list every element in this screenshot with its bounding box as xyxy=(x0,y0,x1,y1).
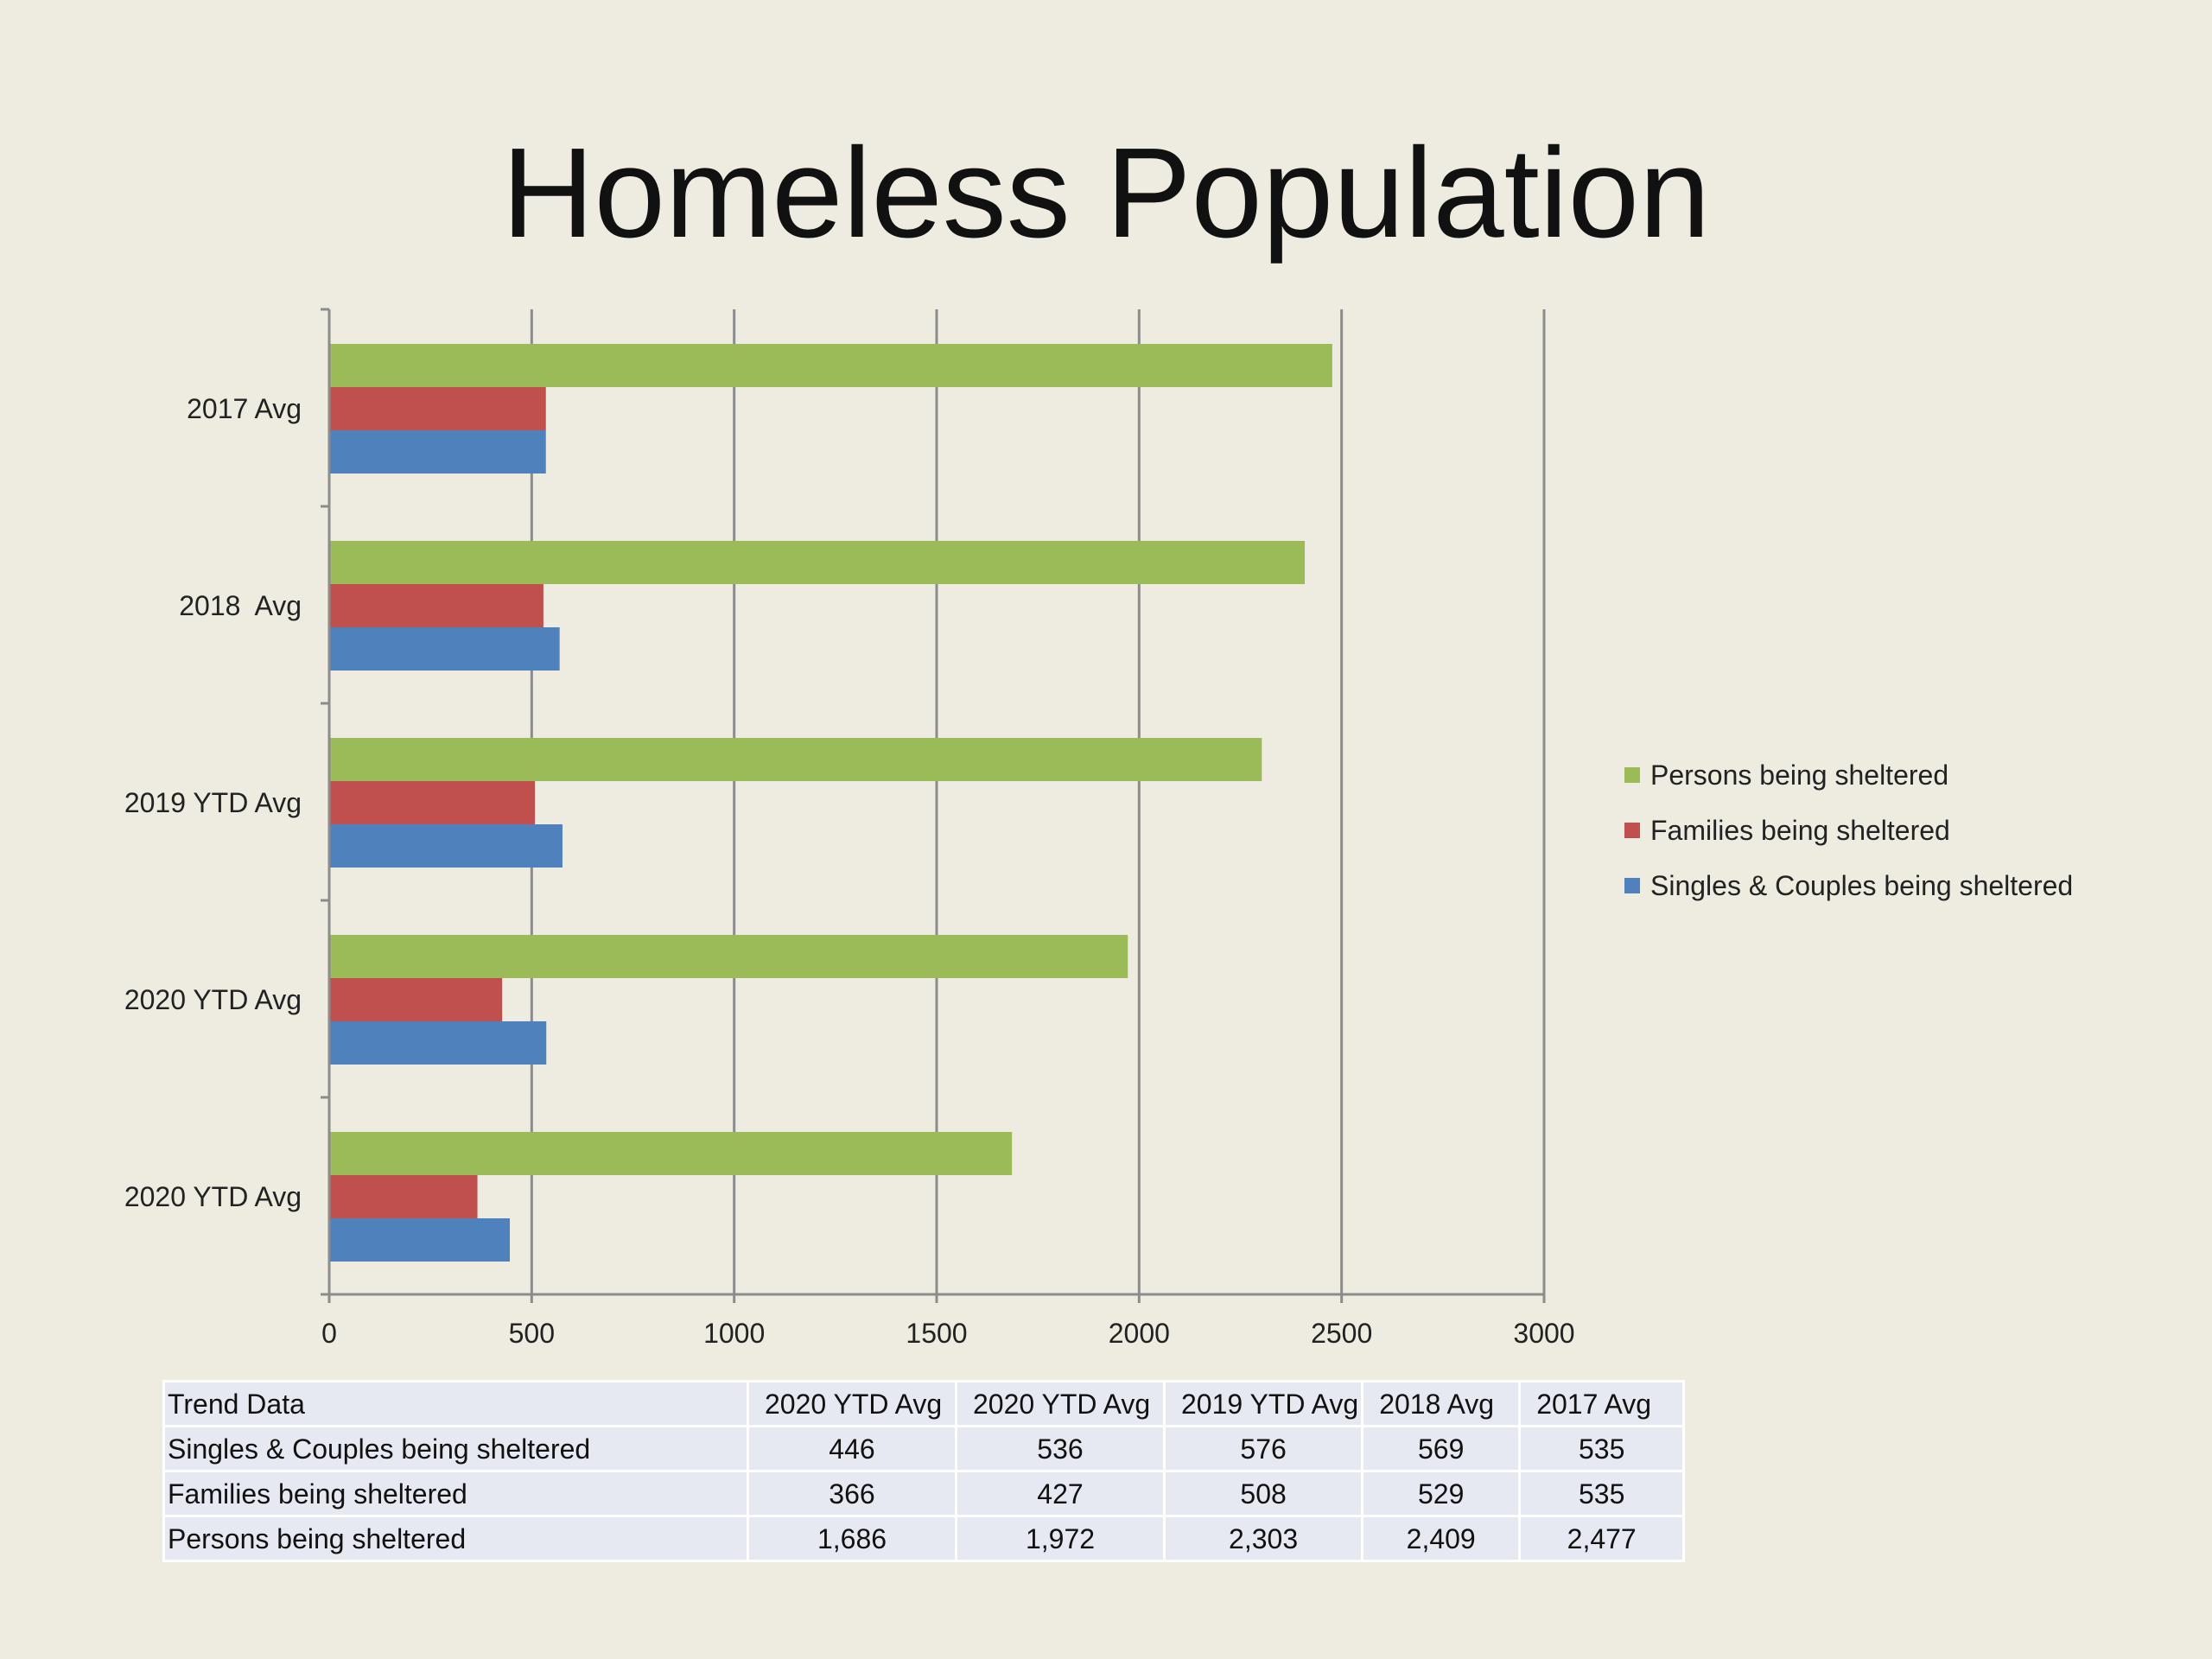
x-tick-label: 2500 xyxy=(1311,1318,1372,1349)
category-label: 2019 YTD Avg xyxy=(124,787,302,818)
x-tick-label: 0 xyxy=(321,1318,337,1349)
slide-title: Homeless Population xyxy=(501,122,1711,264)
x-tick-label: 3000 xyxy=(1513,1318,1574,1349)
table-header-cell: Trend Data xyxy=(162,1380,749,1427)
bar xyxy=(329,584,543,627)
table-row: Families being sheltered 366 427 508 529… xyxy=(162,1470,1686,1517)
table-cell: 427 xyxy=(955,1470,1166,1517)
table-row: Persons being sheltered 1,686 1,972 2,30… xyxy=(162,1515,1686,1562)
bar xyxy=(329,781,536,824)
table-cell: 2,477 xyxy=(1518,1515,1686,1562)
table-cell: 446 xyxy=(747,1425,957,1472)
table-header-cell: 2020 YTD Avg xyxy=(955,1380,1166,1427)
table-cell: 2,303 xyxy=(1162,1515,1364,1562)
legend-item-persons: Persons being sheltered xyxy=(1624,747,2073,803)
table-header-cell: 2018 Avg xyxy=(1361,1380,1522,1427)
table-cell: 1,686 xyxy=(747,1515,957,1562)
table-cell: Singles & Couples being sheltered xyxy=(162,1425,749,1472)
bar xyxy=(329,541,1306,584)
trend-data-table: Trend Data 2020 YTD Avg 2020 YTD Avg 201… xyxy=(162,1380,1686,1562)
bar xyxy=(329,627,560,671)
bar xyxy=(329,1021,547,1065)
table-cell: 535 xyxy=(1518,1470,1686,1517)
legend-label-singles: Singles & Couples being sheltered xyxy=(1650,869,2074,901)
category-label: 2018 Avg xyxy=(179,590,302,621)
table-cell: 576 xyxy=(1162,1425,1364,1472)
bar xyxy=(329,344,1332,387)
bar xyxy=(329,935,1128,978)
bar xyxy=(329,1175,478,1218)
x-tick-label: 500 xyxy=(509,1318,555,1349)
x-tick-label: 2000 xyxy=(1109,1318,1170,1349)
table-cell: 1,972 xyxy=(955,1515,1166,1562)
table-header-cell: 2017 Avg xyxy=(1518,1380,1686,1427)
table-cell: 536 xyxy=(955,1425,1166,1472)
legend-swatch-singles xyxy=(1624,878,1640,893)
category-label: 2020 YTD Avg xyxy=(124,984,302,1015)
bar xyxy=(329,1132,1013,1175)
bar xyxy=(329,738,1262,781)
table-row: Singles & Couples being sheltered 446 53… xyxy=(162,1425,1686,1472)
x-tick-label: 1000 xyxy=(703,1318,765,1349)
table-cell: Persons being sheltered xyxy=(162,1515,749,1562)
table-cell: 535 xyxy=(1518,1425,1686,1472)
table-cell: 569 xyxy=(1361,1425,1522,1472)
table-cell: 2,409 xyxy=(1361,1515,1522,1562)
table-cell: 529 xyxy=(1361,1470,1522,1517)
table-cell: Families being sheltered xyxy=(162,1470,749,1517)
legend-item-families: Families being sheltered xyxy=(1624,803,2073,858)
table-cell: 366 xyxy=(747,1470,957,1517)
category-label: 2020 YTD Avg xyxy=(124,1181,302,1212)
table-cell: 508 xyxy=(1162,1470,1364,1517)
legend-label-persons: Persons being sheltered xyxy=(1650,759,1949,791)
table-header-cell: 2020 YTD Avg xyxy=(747,1380,957,1427)
legend-label-families: Families being sheltered xyxy=(1650,814,1950,846)
legend-swatch-families xyxy=(1624,823,1640,838)
legend-swatch-persons xyxy=(1624,767,1640,783)
bar xyxy=(329,1218,511,1262)
bar xyxy=(329,387,546,430)
table-header-cell: 2019 YTD Avg xyxy=(1162,1380,1364,1427)
bar xyxy=(329,824,563,868)
bar xyxy=(329,430,546,474)
chart-legend: Persons being sheltered Families being s… xyxy=(1624,747,2073,913)
x-tick-label: 1500 xyxy=(906,1318,967,1349)
category-label: 2017 Avg xyxy=(187,393,302,424)
legend-item-singles: Singles & Couples being sheltered xyxy=(1624,858,2073,913)
bar xyxy=(329,978,503,1021)
table-header-row: Trend Data 2020 YTD Avg 2020 YTD Avg 201… xyxy=(162,1380,1686,1427)
